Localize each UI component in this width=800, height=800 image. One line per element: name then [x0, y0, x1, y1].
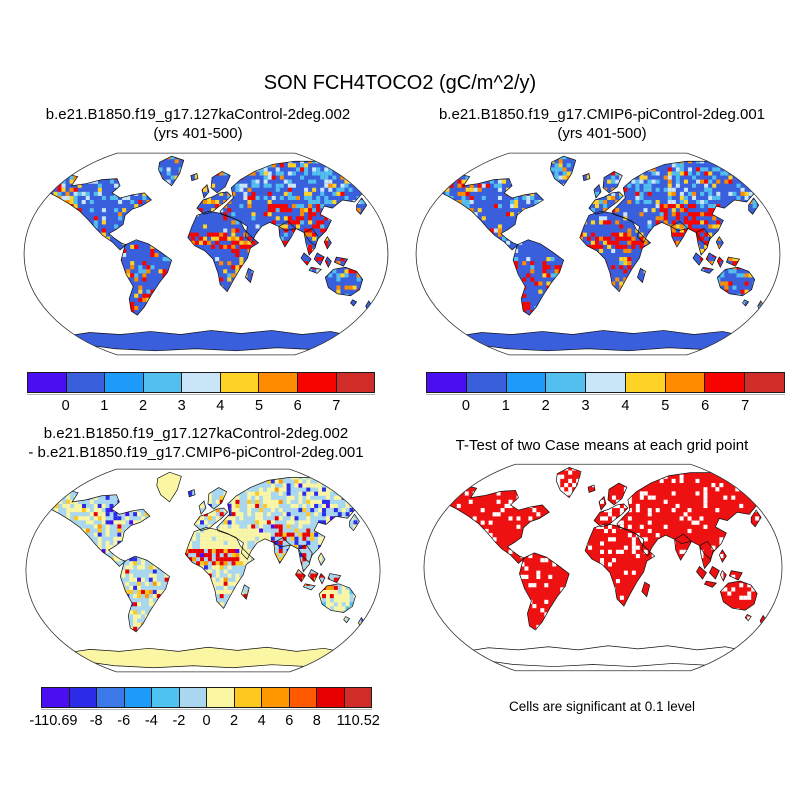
colorbar-tick-label: -110.69	[29, 713, 78, 729]
colorbar-segment	[178, 687, 207, 708]
colorbar-tick-label: -8	[89, 713, 103, 729]
panel-title-bottom-left: b.e21.B1850.f19_g17.127kaControl-2deg.00…	[0, 424, 392, 462]
colorbar-segment	[142, 372, 183, 393]
colorbar-tick-label: 110.52	[336, 713, 380, 729]
colorbar-segment	[316, 687, 345, 708]
colorbar-top-right: 0 1 2 3 4 5 6 7	[426, 372, 786, 416]
colorbar-tick-label: 1	[501, 398, 510, 414]
colorbar-tick-label: 3	[581, 398, 590, 414]
colorbar-segment	[744, 372, 786, 393]
colorbar-segment	[151, 687, 180, 708]
colorbar-tick-label: -4	[144, 713, 158, 729]
colorbar-tick-label: 8	[312, 713, 321, 729]
colorbar-tick-label: 6	[285, 713, 294, 729]
map-top-left-127ka-control	[23, 152, 389, 356]
panel-title-top-right: b.e21.B1850.f19_g17.CMIP6-piControl-2deg…	[404, 105, 800, 143]
colorbar-segment	[288, 687, 317, 708]
colorbar-tick-label: 0	[461, 398, 470, 414]
colorbar-tick-label: 1	[100, 398, 109, 414]
map-bottom-right-ttest	[423, 463, 783, 672]
colorbar-segment	[296, 372, 337, 393]
colorbar-tick-label: 4	[257, 713, 266, 729]
colorbar-tick-label: 6	[293, 398, 302, 414]
map-top-right-cmip6-picontrol	[415, 152, 781, 356]
panel-title-bottom-right: T-Test of two Case means at each grid po…	[404, 436, 800, 455]
colorbar-segment	[41, 687, 70, 708]
panel-title-top-left-line2: (yrs 401-500)	[153, 125, 243, 142]
colorbar-segment	[65, 372, 106, 393]
panel-title-top-left: b.e21.B1850.f19_g17.127kaControl-2deg.00…	[0, 105, 396, 143]
colorbar-segment	[27, 372, 67, 393]
colorbar-tick-label: 2	[541, 398, 550, 414]
colorbar-bottom-left: -110.69 -8 -6 -4 -2 0 2 4 6 8 110.52	[29, 687, 380, 731]
panel-title-top-right-line2: (yrs 401-500)	[557, 125, 647, 142]
colorbar-segment	[219, 372, 260, 393]
figure-title: SON FCH4TOCO2 (gC/m^2/y)	[263, 72, 537, 94]
colorbar-segment	[233, 687, 262, 708]
panel-title-bottom-left-line2: - b.e21.B1850.f19_g17.CMIP6-piControl-2d…	[28, 444, 364, 461]
colorbar-segment	[123, 687, 152, 708]
colorbar-tick-label: 5	[254, 398, 264, 414]
colorbar-segment	[206, 687, 235, 708]
colorbar-tick-label: 7	[332, 398, 341, 414]
colorbar-tick-label: 2	[230, 713, 239, 729]
colorbar-segment	[664, 372, 706, 393]
colorbar-segment	[704, 372, 746, 393]
colorbar-tick-label: -2	[172, 713, 186, 729]
colorbar-segment	[258, 372, 298, 393]
colorbar-segment	[104, 372, 144, 393]
panel-title-top-left-line1: b.e21.B1850.f19_g17.127kaControl-2deg.00…	[45, 106, 351, 123]
colorbar-tick-label: 7	[741, 398, 750, 414]
map-bottom-left-difference	[25, 468, 381, 673]
colorbar-tick-label: 4	[216, 398, 225, 414]
colorbar-segment	[343, 687, 372, 708]
colorbar-segment	[426, 372, 467, 393]
colorbar-tick-label: 2	[138, 398, 148, 414]
colorbar-segment	[624, 372, 666, 393]
significance-caption: Cells are significant at 0.1 level	[508, 699, 696, 714]
panel-title-bottom-right-line1: T-Test of two Case means at each grid po…	[455, 437, 749, 454]
colorbar-tick-label: 0	[202, 713, 211, 729]
colorbar-segment	[585, 372, 626, 393]
panel-title-bottom-left-line1: b.e21.B1850.f19_g17.127kaControl-2deg.00…	[43, 425, 349, 442]
colorbar-segment	[261, 687, 290, 708]
colorbar-tick-label: 6	[701, 398, 710, 414]
colorbar-segment	[181, 372, 221, 393]
colorbar-tick-label: 3	[177, 398, 186, 414]
colorbar-segment	[545, 372, 587, 393]
colorbar-segment	[465, 372, 507, 393]
colorbar-tick-label: -6	[117, 713, 131, 729]
colorbar-top-left: 0 1 2 3 4 5 6 7	[27, 372, 376, 416]
colorbar-tick-label: 4	[621, 398, 630, 414]
colorbar-segment	[505, 372, 547, 393]
panel-title-top-right-line1: b.e21.B1850.f19_g17.CMIP6-piControl-2deg…	[438, 106, 766, 123]
colorbar-segment	[68, 687, 97, 708]
colorbar-tick-label: 5	[661, 398, 670, 414]
colorbar-tick-label: 0	[61, 398, 70, 414]
colorbar-segment	[335, 372, 376, 393]
colorbar-segment	[96, 687, 125, 708]
